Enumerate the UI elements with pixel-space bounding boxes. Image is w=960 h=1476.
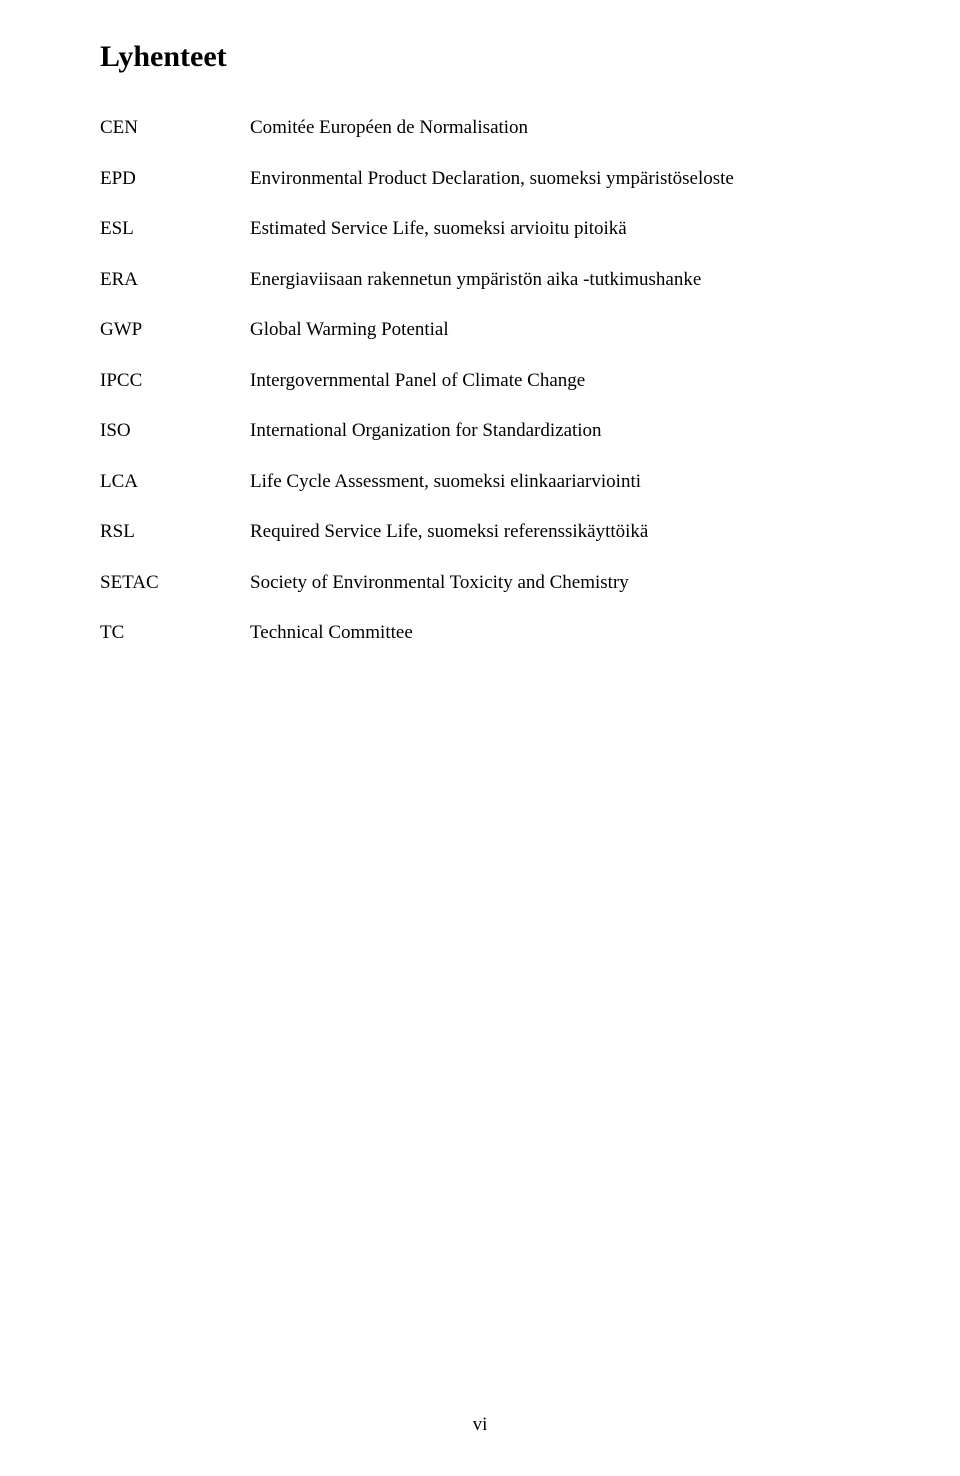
abbreviation-term: RSL — [100, 518, 250, 547]
abbreviation-definition: Technical Committee — [250, 619, 860, 648]
abbreviation-entry: SETAC Society of Environmental Toxicity … — [100, 569, 860, 598]
abbreviation-entry: ERA Energiaviisaan rakennetun ympäristön… — [100, 266, 860, 295]
page-number: vi — [0, 1414, 960, 1436]
abbreviation-entry: RSL Required Service Life, suomeksi refe… — [100, 518, 860, 547]
abbreviation-term: GWP — [100, 316, 250, 345]
abbreviation-term: IPCC — [100, 367, 250, 396]
abbreviation-entry: LCA Life Cycle Assessment, suomeksi elin… — [100, 468, 860, 497]
abbreviation-term: ERA — [100, 266, 250, 295]
abbreviation-term: CEN — [100, 114, 250, 143]
abbreviation-term: SETAC — [100, 569, 250, 598]
abbreviation-definition: Comitée Européen de Normalisation — [250, 114, 860, 143]
abbreviation-entry: EPD Environmental Product Declaration, s… — [100, 165, 860, 194]
abbreviation-entry: IPCC Intergovernmental Panel of Climate … — [100, 367, 860, 396]
page: Lyhenteet CEN Comitée Européen de Normal… — [0, 0, 960, 1476]
abbreviation-term: EPD — [100, 165, 250, 194]
abbreviation-entry: TC Technical Committee — [100, 619, 860, 648]
abbreviation-entry: CEN Comitée Européen de Normalisation — [100, 114, 860, 143]
page-title: Lyhenteet — [100, 40, 860, 74]
abbreviation-entry: ESL Estimated Service Life, suomeksi arv… — [100, 215, 860, 244]
abbreviation-definition: Estimated Service Life, suomeksi arvioit… — [250, 215, 860, 244]
abbreviation-entry: GWP Global Warming Potential — [100, 316, 860, 345]
abbreviation-definition: International Organization for Standardi… — [250, 417, 860, 446]
abbreviation-definition: Energiaviisaan rakennetun ympäristön aik… — [250, 266, 860, 295]
abbreviation-definition: Life Cycle Assessment, suomeksi elinkaar… — [250, 468, 860, 497]
abbreviation-definition: Intergovernmental Panel of Climate Chang… — [250, 367, 860, 396]
abbreviation-definition: Required Service Life, suomeksi referens… — [250, 518, 860, 547]
abbreviation-definition: Global Warming Potential — [250, 316, 860, 345]
abbreviation-term: TC — [100, 619, 250, 648]
abbreviation-list: CEN Comitée Européen de Normalisation EP… — [100, 114, 860, 648]
abbreviation-term: ISO — [100, 417, 250, 446]
abbreviation-definition: Environmental Product Declaration, suome… — [250, 165, 860, 194]
abbreviation-term: ESL — [100, 215, 250, 244]
abbreviation-term: LCA — [100, 468, 250, 497]
abbreviation-definition: Society of Environmental Toxicity and Ch… — [250, 569, 860, 598]
abbreviation-entry: ISO International Organization for Stand… — [100, 417, 860, 446]
